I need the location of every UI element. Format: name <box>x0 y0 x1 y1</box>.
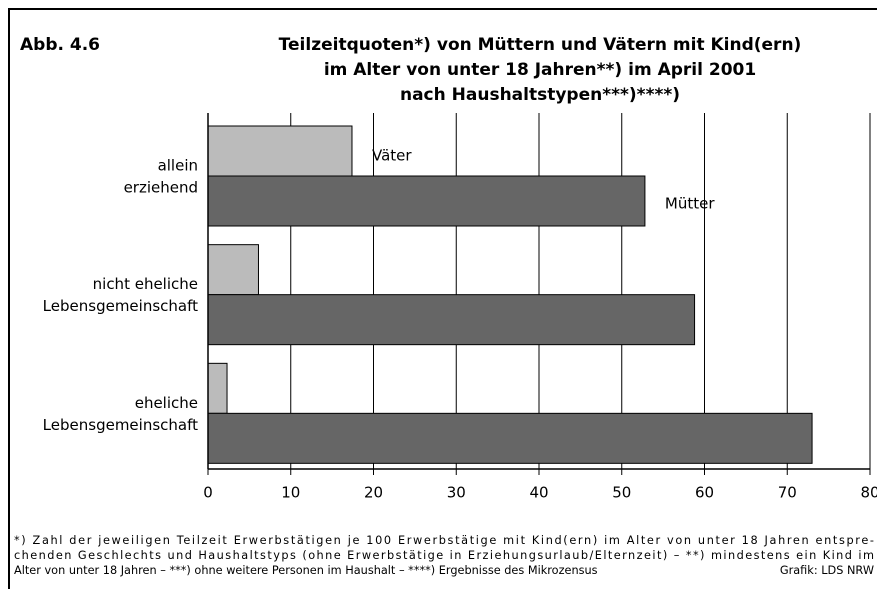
bar <box>207 244 259 296</box>
bar <box>207 362 228 414</box>
footnote: Alter von unter 18 Jahren – ***) ohne we… <box>14 564 598 577</box>
x-tick-label: 70 <box>778 484 797 502</box>
x-tick-label: 50 <box>612 484 631 502</box>
series-label: Väter <box>372 147 412 165</box>
chart-title: Teilzeitquoten*) von Müttern und Vätern … <box>279 35 802 55</box>
y-tick-label: allein <box>158 157 198 175</box>
x-tick-label: 20 <box>364 484 383 502</box>
x-tick-label: 40 <box>529 484 548 502</box>
footnote: *) Zahl der jeweiligen Teilzeit Erwerbst… <box>14 534 874 547</box>
x-tick-label: 60 <box>695 484 714 502</box>
y-tick-label: Lebensgemeinschaft <box>43 416 198 434</box>
series-label: Mütter <box>665 195 715 213</box>
y-tick-label: Lebensgemeinschaft <box>43 297 198 315</box>
bar <box>207 175 646 227</box>
x-tick-label: 30 <box>447 484 466 502</box>
figure-label: Abb. 4.6 <box>20 35 100 55</box>
chart-title: nach Haushaltstypen***)****) <box>400 85 680 105</box>
source: Grafik: LDS NRW <box>780 564 874 577</box>
bar <box>207 294 696 346</box>
bar <box>207 412 813 464</box>
chart-title: im Alter von unter 18 Jahren**) im April… <box>324 60 756 80</box>
y-tick-label: nicht eheliche <box>93 275 198 293</box>
x-tick-label: 80 <box>860 484 877 502</box>
x-tick-label: 0 <box>203 484 213 502</box>
y-tick-label: eheliche <box>135 394 198 412</box>
x-tick-label: 10 <box>281 484 300 502</box>
bar <box>207 125 353 177</box>
y-tick-label: erziehend <box>124 179 198 197</box>
footnote: chenden Geschlechts und Haushaltstyps (o… <box>14 549 874 562</box>
